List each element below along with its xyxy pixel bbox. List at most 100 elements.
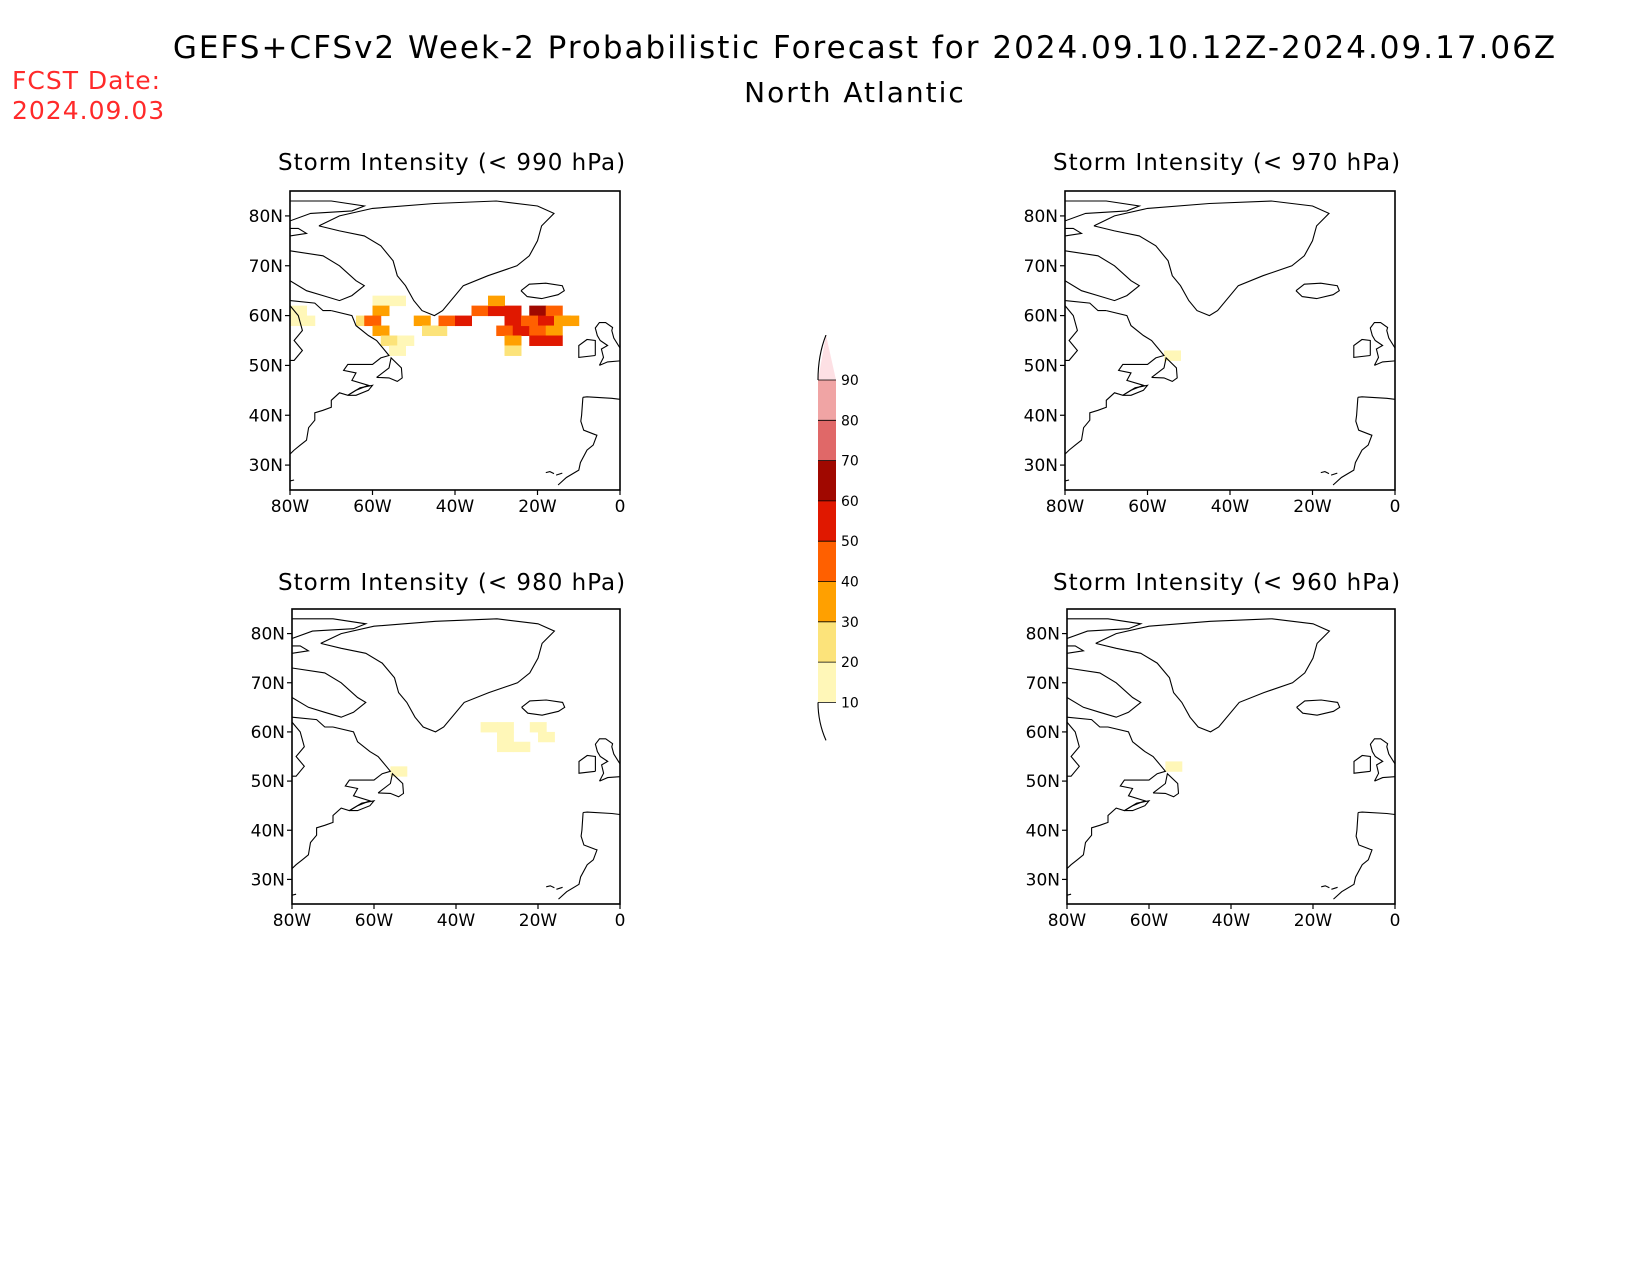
coastline xyxy=(578,338,596,359)
lat-tick-label: 60N xyxy=(1024,307,1058,327)
colorbar: 10 20 30 40 50 60 70 80 90 xyxy=(817,335,859,741)
lon-tick-label: 60W xyxy=(353,497,392,517)
coastline xyxy=(1095,618,1331,733)
coastline xyxy=(1330,472,1338,476)
probability-cell xyxy=(455,315,472,327)
probability-cell xyxy=(497,731,514,743)
coastline xyxy=(347,384,374,396)
probability-cell xyxy=(497,741,514,753)
lat-tick-label: 60N xyxy=(249,307,283,327)
coastline xyxy=(594,322,620,366)
probability-cell xyxy=(504,305,522,317)
coastline xyxy=(1369,738,1395,782)
colorbar-segment xyxy=(818,662,836,703)
map-frame xyxy=(1066,608,1396,905)
colorbar-label: 50 xyxy=(841,534,859,550)
coastline xyxy=(1065,200,1142,222)
coastline xyxy=(290,250,366,302)
probability-cell xyxy=(290,315,299,327)
probability-cell xyxy=(1164,350,1181,361)
lon-tick-label: 20W xyxy=(518,497,557,517)
lat-tick-label: 70N xyxy=(1024,257,1058,277)
lat-tick-label: 50N xyxy=(249,356,283,376)
probability-cell xyxy=(562,315,580,327)
coastline xyxy=(290,227,309,237)
coastline xyxy=(555,472,563,476)
coastline xyxy=(1331,886,1338,890)
probability-cell xyxy=(389,345,406,356)
colorbar-segment xyxy=(818,581,836,622)
lat-tick-label: 50N xyxy=(1026,772,1060,792)
coastline xyxy=(1067,667,1142,718)
lon-tick-label: 40W xyxy=(436,497,475,517)
coastline xyxy=(1065,250,1141,302)
map-panel-970: 80N 70N 60N 50N 40N 30N 80W 60W 40W 20W 0 xyxy=(1024,190,1400,517)
probability-cell xyxy=(504,345,522,356)
colorbar-edge xyxy=(817,335,827,381)
panel-title-970: Storm Intensity (< 970 hPa) xyxy=(1053,150,1402,176)
coastline xyxy=(1353,754,1371,774)
coastline xyxy=(1065,305,1079,361)
probability-cell xyxy=(529,325,547,337)
colorbar-label: 70 xyxy=(841,454,859,470)
lat-tick-label: 40N xyxy=(249,406,283,426)
probability-cell xyxy=(480,722,498,733)
lon-tick-label: 0 xyxy=(615,497,626,517)
lon-tick-label: 80W xyxy=(1048,911,1087,931)
probability-cell xyxy=(529,722,547,733)
coastline xyxy=(1067,716,1108,728)
probability-cell xyxy=(545,305,563,317)
lon-tick-label: 0 xyxy=(615,911,626,931)
probability-cell xyxy=(488,305,505,317)
probability-cell xyxy=(496,325,514,337)
coastline xyxy=(594,738,620,782)
probability-cell xyxy=(538,731,555,743)
lon-tick-label: 80W xyxy=(1046,497,1085,517)
map-panel-980: 80N 70N 60N 50N 40N 30N 80W 60W 40W 20W 0 xyxy=(251,608,626,931)
map-panel-960: 80N 70N 60N 50N 40N 30N 80W 60W 40W 20W 0 xyxy=(1026,608,1401,931)
coastline xyxy=(320,618,556,733)
coastline xyxy=(290,200,367,222)
colorbar-label: 10 xyxy=(841,695,859,711)
probability-cell xyxy=(397,335,415,346)
coastline xyxy=(1321,885,1330,889)
lon-tick-label: 60W xyxy=(1130,911,1169,931)
probability-cell xyxy=(298,315,316,327)
coastline xyxy=(1295,282,1340,300)
coastline xyxy=(582,396,620,400)
probability-cell xyxy=(497,722,514,733)
lon-tick-label: 40W xyxy=(1212,911,1251,931)
coastline xyxy=(1067,618,1143,640)
region-subtitle: North Atlantic xyxy=(744,76,966,109)
coastline xyxy=(1067,726,1167,869)
map-frame xyxy=(289,190,621,491)
coastline xyxy=(318,200,555,317)
probability-cell xyxy=(545,325,563,337)
colorbar-segment xyxy=(818,380,836,421)
colorbar-bottom-cap xyxy=(817,702,827,741)
probability-cell xyxy=(521,315,538,327)
coastline xyxy=(1065,310,1165,455)
coastline xyxy=(545,471,555,475)
lat-tick-label: 30N xyxy=(249,456,283,476)
coastline xyxy=(376,356,403,383)
panel-title-990: Storm Intensity (< 990 hPa) xyxy=(278,150,627,176)
coastline xyxy=(290,310,390,455)
lon-tick-label: 20W xyxy=(1294,911,1333,931)
probability-cell xyxy=(438,315,456,327)
lon-tick-label: 40W xyxy=(1211,497,1250,517)
probability-cell xyxy=(372,295,390,307)
lat-tick-label: 30N xyxy=(251,870,285,890)
coastline xyxy=(1296,699,1341,716)
probability-cell xyxy=(372,325,390,337)
lat-tick-label: 60N xyxy=(251,723,285,743)
colorbar-segment xyxy=(818,460,836,501)
lon-tick-label: 80W xyxy=(273,911,312,931)
coastline xyxy=(1333,812,1373,900)
lon-tick-label: 0 xyxy=(1390,911,1401,931)
coastline xyxy=(292,645,310,654)
coastline xyxy=(520,282,565,300)
lat-tick-label: 50N xyxy=(1024,356,1058,376)
lat-tick-label: 40N xyxy=(1026,821,1060,841)
coastline xyxy=(583,811,620,816)
